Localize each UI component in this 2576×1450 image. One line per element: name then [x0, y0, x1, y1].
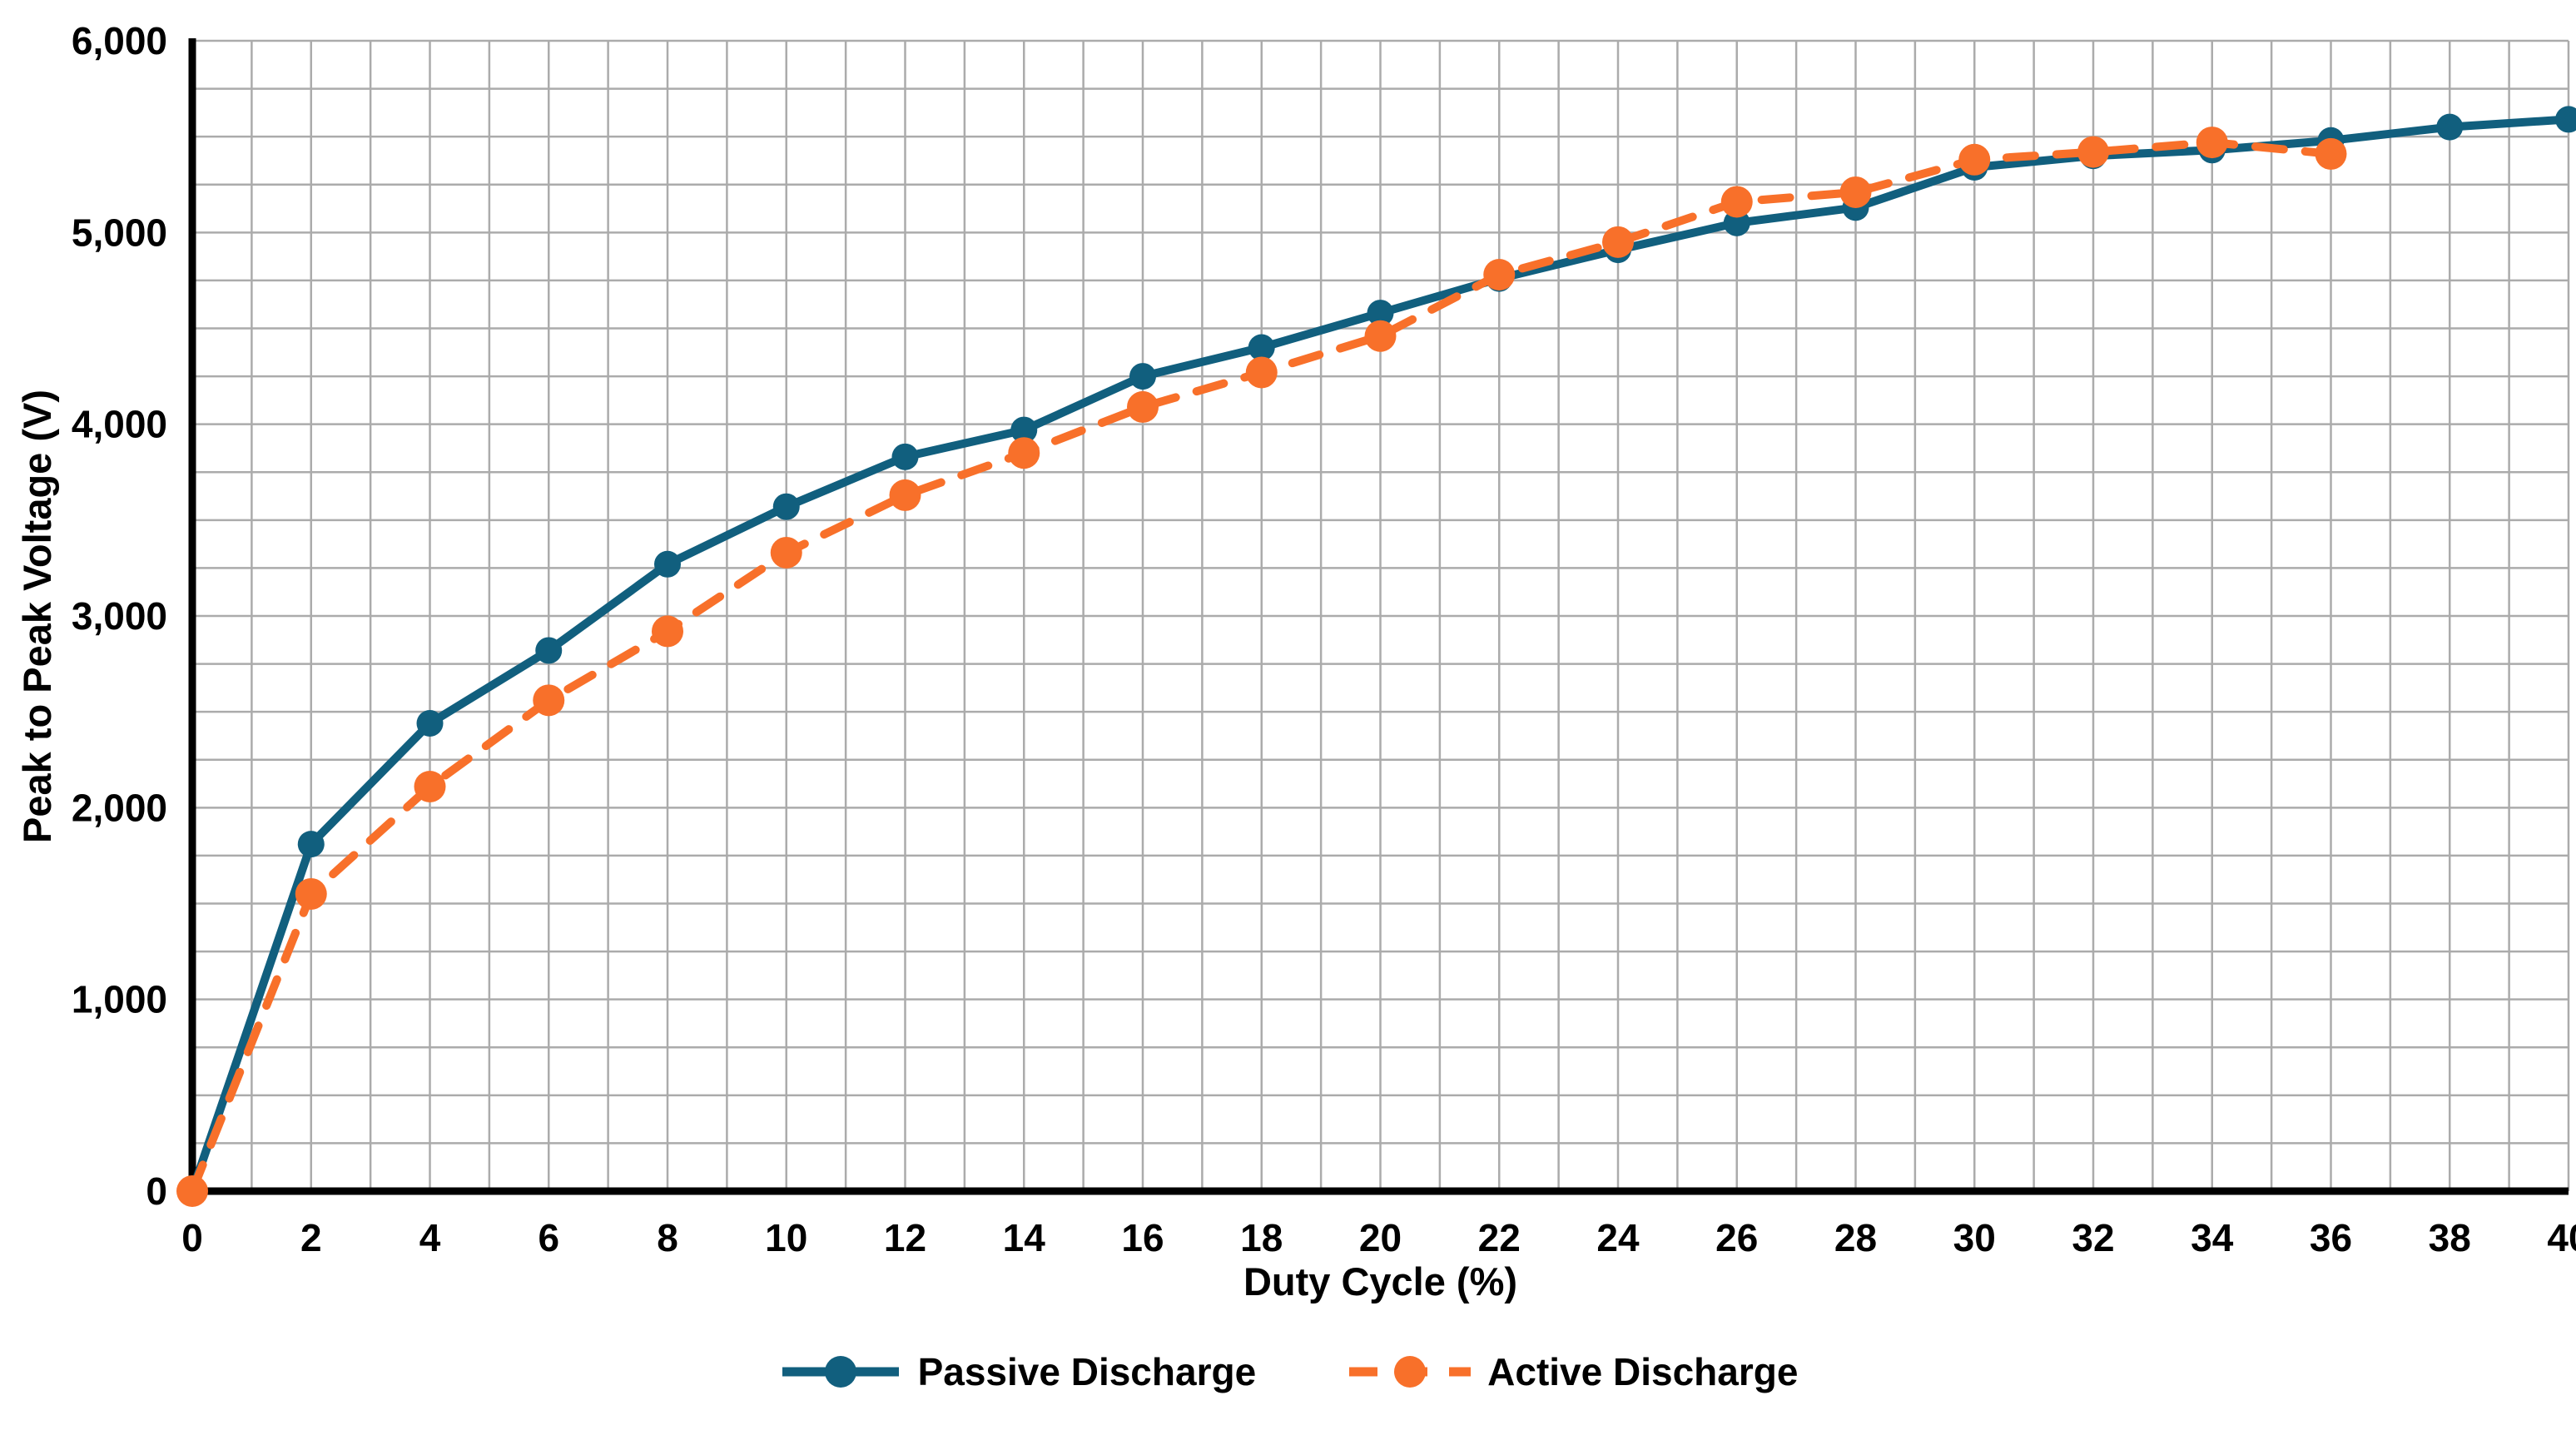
data-point-passive — [1367, 300, 1394, 327]
x-tick-label: 34 — [2191, 1216, 2234, 1259]
data-point-active — [1245, 356, 1278, 389]
legend-label-active: Active Discharge — [1487, 1350, 1799, 1393]
data-point-active — [889, 479, 921, 511]
data-point-passive — [891, 443, 919, 470]
legend-item-active: Active Discharge — [1348, 1347, 1798, 1397]
x-tick-label: 2 — [300, 1216, 322, 1259]
data-point-active — [652, 615, 683, 648]
y-tick-label: 2,000 — [72, 786, 167, 829]
x-tick-label: 4 — [419, 1216, 441, 1259]
x-tick-label: 40 — [2547, 1216, 2576, 1259]
legend: Passive Discharge Active Discharge — [0, 1347, 2576, 1397]
x-tick-label: 20 — [1359, 1216, 1402, 1259]
data-point-passive — [1723, 209, 1750, 236]
data-point-active — [2077, 136, 2109, 168]
x-tick-label: 24 — [1596, 1216, 1640, 1259]
data-point-active — [533, 684, 565, 717]
data-point-passive — [2555, 106, 2576, 133]
data-point-active — [1127, 390, 1159, 423]
data-point-passive — [772, 493, 800, 520]
x-tick-label: 8 — [657, 1216, 678, 1259]
data-point-active — [295, 877, 327, 910]
data-point-active — [1483, 259, 1516, 291]
x-tick-label: 16 — [1121, 1216, 1164, 1259]
y-tick-label: 6,000 — [72, 19, 167, 62]
x-axis-title-text: Duty Cycle (%) — [1243, 1259, 1518, 1304]
y-tick-label: 0 — [146, 1169, 167, 1213]
x-tick-label: 14 — [1003, 1216, 1046, 1259]
data-point-passive — [1010, 416, 1038, 444]
data-point-active — [1720, 186, 1753, 218]
x-tick-label: 30 — [1953, 1216, 1996, 1259]
x-tick-label: 6 — [538, 1216, 559, 1259]
active-line-marker-icon — [1349, 1356, 1472, 1388]
passive-line-marker-icon — [782, 1356, 899, 1388]
data-point-active — [1008, 437, 1040, 469]
data-point-active — [770, 536, 802, 569]
x-tick-label: 22 — [1478, 1216, 1521, 1259]
x-tick-label: 0 — [181, 1216, 203, 1259]
y-tick-label: 3,000 — [72, 594, 167, 638]
x-tick-label: 10 — [765, 1216, 807, 1259]
data-point-active — [2196, 127, 2228, 159]
data-point-active — [1602, 226, 1634, 258]
data-point-passive — [416, 709, 444, 737]
x-tick-label: 18 — [1240, 1216, 1283, 1259]
y-tick-label: 5,000 — [72, 211, 167, 254]
y-tick-label: 4,000 — [72, 403, 167, 446]
data-point-passive — [535, 637, 563, 664]
x-tick-label: 12 — [884, 1216, 926, 1259]
data-point-passive — [654, 550, 681, 578]
legend-label-passive: Passive Discharge — [917, 1350, 1257, 1393]
data-point-passive — [1129, 363, 1156, 390]
x-tick-label: 38 — [2429, 1216, 2471, 1259]
y-axis-title-text: Peak to Peak Voltage (V) — [15, 389, 60, 843]
data-point-passive — [1248, 334, 1275, 361]
x-tick-label: 32 — [2072, 1216, 2114, 1259]
data-point-active — [1839, 176, 1872, 208]
x-tick-label: 36 — [2310, 1216, 2352, 1259]
data-point-passive — [297, 831, 325, 858]
data-point-active — [414, 770, 446, 802]
legend-item-passive: Passive Discharge — [778, 1347, 1257, 1397]
x-tick-label: 28 — [1834, 1216, 1877, 1259]
data-point-active — [1364, 320, 1397, 352]
data-point-active — [176, 1175, 208, 1207]
y-tick-label: 1,000 — [72, 978, 167, 1021]
data-point-passive — [2436, 113, 2464, 141]
data-point-active — [1958, 143, 1991, 176]
data-point-active — [2315, 137, 2347, 170]
x-axis-title: Duty Cycle (%) — [192, 1259, 2569, 1304]
x-tick-label: 26 — [1715, 1216, 1758, 1259]
y-axis-title: Peak to Peak Voltage (V) — [8, 0, 67, 1232]
